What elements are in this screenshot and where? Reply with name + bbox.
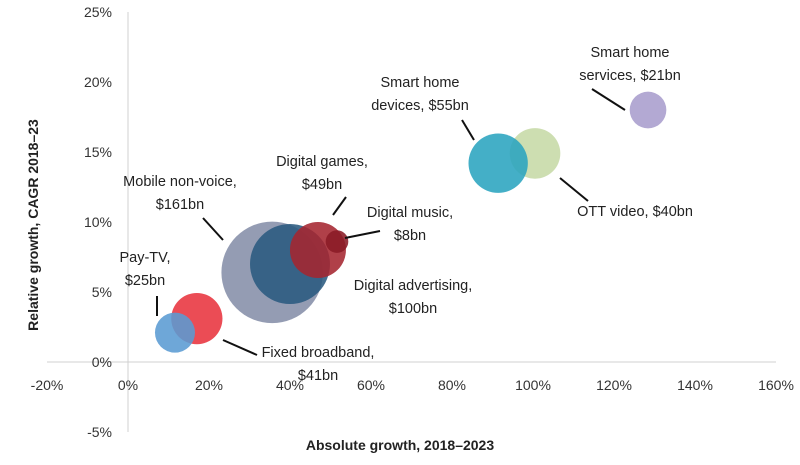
leader-line <box>344 230 381 239</box>
x-tick-label: 80% <box>438 377 466 393</box>
leader-line <box>332 196 347 216</box>
x-tick-label: 100% <box>515 377 551 393</box>
x-tick-label: 0% <box>118 377 138 393</box>
y-tick-label: 25% <box>84 4 112 20</box>
bubble-label: $8bn <box>394 228 426 244</box>
bubble-digital-music <box>325 230 349 253</box>
bubble-label: $49bn <box>302 177 342 193</box>
bubble-label: devices, $55bn <box>371 98 469 114</box>
leader-line <box>202 217 224 241</box>
bubble-label: Pay-TV, <box>119 250 170 266</box>
leader-line <box>222 339 258 356</box>
bubble-label: $161bn <box>156 197 204 213</box>
y-tick-label: -5% <box>87 424 112 440</box>
bubble-label: Smart home <box>381 75 460 91</box>
x-tick-label: 140% <box>677 377 713 393</box>
x-axis-title: Absolute growth, 2018–2023 <box>306 437 495 453</box>
axes: -20% 0% 20% 40% 60% 80% 100% 120% 140% 160% -5% 0% 5… <box>31 4 794 440</box>
bubble-smart-home-devices <box>468 133 528 193</box>
x-tick-label: 160% <box>758 377 794 393</box>
x-tick-label: 120% <box>596 377 632 393</box>
x-tick-label: -20% <box>31 377 64 393</box>
y-tick-label: 0% <box>92 354 112 370</box>
bubble-label: $25bn <box>125 273 165 289</box>
y-tick-label: 10% <box>84 214 112 230</box>
y-axis-title: Relative growth, CAGR 2018–23 <box>25 119 41 331</box>
bubble-label: Digital games, <box>276 154 368 170</box>
bubble-label: Digital advertising, <box>354 278 472 294</box>
bubble-labels: Pay-TV, $25bn Fixed broadband, $41bn Mobile … <box>119 45 692 384</box>
leader-line <box>461 119 475 141</box>
x-tick-label: 60% <box>357 377 385 393</box>
leader-line <box>591 88 626 111</box>
y-tick-label: 5% <box>92 284 112 300</box>
bubble-label: $41bn <box>298 368 338 384</box>
x-tick-label: 40% <box>276 377 304 393</box>
bubble-label: Fixed broadband, <box>262 345 375 361</box>
bubble-label: Smart home <box>591 45 670 61</box>
bubble-label: $100bn <box>389 301 437 317</box>
bubble-label: services, $21bn <box>579 68 681 84</box>
leader-line <box>559 177 589 202</box>
y-tick-label: 15% <box>84 144 112 160</box>
bubble-label: Mobile non-voice, <box>123 174 237 190</box>
bubbles <box>154 91 667 353</box>
y-tick-label: 20% <box>84 74 112 90</box>
x-tick-label: 20% <box>195 377 223 393</box>
bubble-pay-tv <box>154 312 195 353</box>
bubble-smart-home-services <box>629 91 667 129</box>
bubble-label: OTT video, $40bn <box>577 204 693 220</box>
bubble-label: Digital music, <box>367 205 453 221</box>
